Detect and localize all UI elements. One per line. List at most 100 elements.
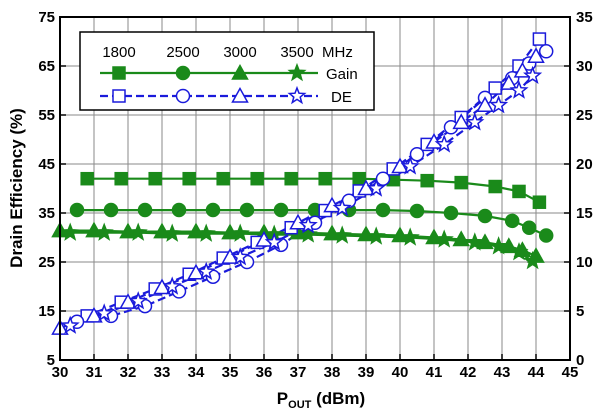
y-tick-label: 5 xyxy=(47,352,55,369)
data-point-gain-3500 xyxy=(488,236,509,255)
data-point-de-3500 xyxy=(60,315,80,334)
data-point-de-1800 xyxy=(532,32,547,46)
y-tick-label: 35 xyxy=(38,205,55,222)
data-point-gain-1800 xyxy=(352,171,366,186)
data-point-de-3000 xyxy=(187,263,205,280)
data-point-gain-1800 xyxy=(318,171,332,186)
data-point-gain-1800 xyxy=(182,171,196,186)
data-point-gain-1800 xyxy=(250,171,264,186)
data-point-gain-3500 xyxy=(465,232,485,251)
legend-gain-label: Gain xyxy=(326,66,358,83)
legend-freq-2500: 2500 xyxy=(166,44,199,61)
data-point-gain-2500 xyxy=(239,202,255,218)
data-point-gain-2500 xyxy=(103,202,119,218)
data-point-gain-3500 xyxy=(94,222,114,241)
y-right-tick-label: 20 xyxy=(576,156,593,173)
data-point-gain-3500 xyxy=(522,250,543,270)
data-point-gain-1800 xyxy=(488,179,502,194)
x-tick-label: 33 xyxy=(154,364,171,381)
data-point-gain-3500 xyxy=(298,224,318,243)
data-point-gain-3500 xyxy=(434,229,454,248)
x-tick-label: 37 xyxy=(290,364,307,381)
data-point-gain-3500 xyxy=(509,242,529,261)
y-tick-label: 15 xyxy=(38,303,55,320)
series-markers xyxy=(51,32,554,335)
x-tick-label: 42 xyxy=(460,364,477,381)
data-point-de-3500 xyxy=(298,215,318,234)
y-right-tick-label: 30 xyxy=(576,58,593,75)
data-point-gain-2500 xyxy=(69,202,85,218)
data-point-gain-1800 xyxy=(114,171,128,186)
y-tick-label: 55 xyxy=(38,107,55,124)
data-point-de-3000 xyxy=(527,47,545,63)
data-point-gain-2500 xyxy=(477,208,493,224)
data-point-de-3500 xyxy=(162,276,182,295)
data-point-gain-2500 xyxy=(171,202,187,218)
data-point-gain-2500 xyxy=(273,202,289,218)
data-point-gain-2500 xyxy=(205,202,221,218)
x-tick-label: 38 xyxy=(324,364,341,381)
axis-ticks: 30 31 32 33 34 35 36 37 38 39 40 41 42 43 44 45 5 15 25 35 4… xyxy=(38,9,592,381)
data-point-gain-3500 xyxy=(162,223,182,242)
data-point-gain-3000 xyxy=(452,230,470,247)
data-point-de-3500 xyxy=(332,198,352,217)
y-right-tick-label: 10 xyxy=(576,254,593,271)
data-point-de-3500 xyxy=(523,65,543,85)
legend-rows xyxy=(100,62,318,105)
data-point-gain-3500 xyxy=(400,227,420,246)
legend-de-label: DE xyxy=(331,89,352,106)
data-point-gain-1800 xyxy=(420,173,434,188)
y-right-tick-label: 15 xyxy=(576,205,593,222)
y-tick-label: 25 xyxy=(38,254,55,271)
y-tick-label: 75 xyxy=(38,9,55,26)
data-point-de-2500 xyxy=(409,146,425,162)
legend-marker-gain xyxy=(287,62,307,82)
data-point-gain-2500 xyxy=(409,203,425,219)
data-point-de-2500 xyxy=(538,44,554,59)
y-right-tick-label: 5 xyxy=(576,303,584,320)
y-right-tick-label: 35 xyxy=(576,9,593,26)
legend: 1800 2500 3000 3500 MHz Gain DE xyxy=(79,31,375,111)
data-point-de-3000 xyxy=(153,278,171,295)
data-point-de-3500 xyxy=(94,303,114,322)
legend-unit: MHz xyxy=(322,44,353,61)
y-tick-label: 45 xyxy=(38,156,55,173)
data-point-gain-1800 xyxy=(216,171,230,186)
legend-freq-3500: 3500 xyxy=(280,44,313,61)
data-point-de-3500 xyxy=(366,178,386,197)
data-point-gain-3500 xyxy=(332,225,352,244)
x-tick-label: 45 xyxy=(562,364,579,381)
data-point-de-3000 xyxy=(452,113,470,130)
x-tick-label: 44 xyxy=(528,364,545,381)
data-point-de-3500 xyxy=(434,134,454,153)
data-point-de-3500 xyxy=(400,156,420,175)
data-point-gain-3500 xyxy=(60,222,80,241)
data-point-gain-2500 xyxy=(521,220,537,235)
x-tick-label: 34 xyxy=(188,364,205,381)
data-point-gain-1800 xyxy=(80,171,94,186)
data-point-gain-2500 xyxy=(137,202,153,218)
legend-marker-de xyxy=(287,85,307,105)
x-tick-label: 30 xyxy=(52,364,69,381)
data-point-gain-2500 xyxy=(443,205,459,221)
x-tick-label: 32 xyxy=(120,364,137,381)
data-point-gain-3500 xyxy=(366,226,386,245)
data-point-gain-1800 xyxy=(532,195,547,209)
data-point-de-3500 xyxy=(128,291,148,310)
data-point-gain-2500 xyxy=(538,228,554,243)
data-point-de-3500 xyxy=(465,112,485,131)
data-point-gain-1800 xyxy=(454,175,468,190)
legend-marker-gain xyxy=(231,63,249,80)
legend-marker-de xyxy=(112,89,126,103)
data-point-de-2500 xyxy=(375,171,391,186)
data-point-gain-2500 xyxy=(504,213,520,229)
legend-marker-de xyxy=(175,88,191,104)
x-tick-label: 31 xyxy=(86,364,103,381)
data-point-de-1800 xyxy=(488,81,502,95)
data-point-de-3500 xyxy=(230,247,250,266)
x-tick-label: 40 xyxy=(392,364,409,381)
data-point-de-3500 xyxy=(509,80,529,99)
x-tick-label: 43 xyxy=(494,364,511,381)
x-tick-label: 36 xyxy=(256,364,273,381)
data-point-de-3500 xyxy=(489,95,509,114)
